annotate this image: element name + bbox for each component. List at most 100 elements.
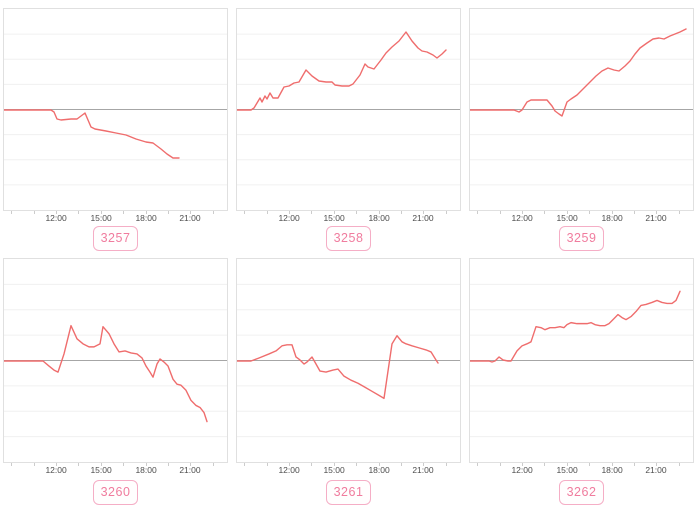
x-axis-label: 12:00 — [511, 465, 533, 475]
axis-tick — [77, 211, 79, 214]
x-axis-label: 18:00 — [135, 465, 157, 475]
x-axis-label: 21:00 — [179, 213, 201, 223]
x-axis-label: 21:00 — [645, 213, 667, 223]
axis-tick — [34, 211, 36, 214]
axis-tick — [77, 463, 79, 466]
x-axis: 12:00 15:00 18:00 21:00 — [236, 213, 461, 225]
axis-tick — [122, 211, 124, 214]
series-line — [4, 324, 208, 423]
axis-tick — [477, 463, 479, 466]
panel-title-clipped: ( , ) — [236, 0, 461, 4]
x-axis-label: 12:00 — [278, 213, 300, 223]
axis-tick — [400, 211, 402, 214]
axis-tick — [633, 211, 635, 214]
x-axis-label: 15:00 — [323, 213, 345, 223]
axis-tick — [500, 211, 502, 214]
axis-tick — [310, 211, 312, 214]
line-chart-panel[interactable] — [236, 8, 461, 211]
axis-tick — [422, 463, 424, 466]
line-chart-panel[interactable] — [3, 258, 228, 463]
chart-id-badge[interactable]: 3258 — [325, 226, 372, 251]
axis-tick — [355, 463, 357, 466]
x-axis: 12:00 15:00 18:00 21:00 — [3, 213, 228, 225]
panel-title-clipped: ( , ) — [3, 0, 228, 4]
axis-tick — [11, 463, 13, 466]
x-axis: 12:00 15:00 18:00 21:00 — [3, 465, 228, 477]
axis-tick — [11, 211, 13, 214]
x-axis-label: 15:00 — [556, 465, 578, 475]
panel-title-clipped: ( , ) — [469, 250, 694, 254]
line-chart-panel[interactable] — [3, 8, 228, 211]
x-axis-label: 12:00 — [45, 213, 67, 223]
chart-id-badge[interactable]: 3260 — [92, 480, 139, 505]
axis-tick — [244, 211, 246, 214]
chart-cell-3257: ( , ) 12:00 15:00 18:00 21:00 3257 — [3, 0, 228, 251]
axis-tick — [334, 211, 336, 214]
x-axis-label: 15:00 — [90, 465, 112, 475]
chart-cell-3261: ( , ) 12:00 15:00 18:00 21:00 3261 — [236, 250, 461, 507]
axis-tick — [289, 463, 291, 466]
axis-tick — [244, 463, 246, 466]
x-axis-label: 15:00 — [556, 213, 578, 223]
axis-tick — [355, 211, 357, 214]
x-axis-label: 21:00 — [412, 465, 434, 475]
axis-tick — [167, 211, 169, 214]
axis-tick — [267, 463, 269, 466]
axis-tick — [612, 211, 614, 214]
series-line — [470, 290, 681, 363]
badge-row: 3260 — [3, 480, 228, 505]
axis-tick — [379, 211, 381, 214]
series-line — [470, 28, 687, 117]
chart-cell-3259: ( , ) 12:00 15:00 18:00 21:00 3259 — [469, 0, 694, 251]
axis-tick — [567, 211, 569, 214]
axis-tick — [189, 463, 191, 466]
axis-tick — [655, 211, 657, 214]
line-chart-panel[interactable] — [236, 258, 461, 463]
series-line — [237, 31, 447, 111]
chart-id-badge[interactable]: 3257 — [92, 226, 139, 251]
chart-id-badge[interactable]: 3259 — [558, 226, 605, 251]
panel-title-clipped: ( , ) — [236, 250, 461, 254]
axis-tick — [56, 463, 58, 466]
axis-tick — [522, 211, 524, 214]
series-line — [4, 109, 180, 159]
x-axis-label: 15:00 — [90, 213, 112, 223]
chart-id-badge[interactable]: 3261 — [325, 480, 372, 505]
badge-row: 3259 — [469, 226, 694, 251]
axis-tick — [588, 211, 590, 214]
badge-row: 3262 — [469, 480, 694, 505]
axis-tick — [422, 211, 424, 214]
axis-tick — [678, 211, 680, 214]
x-axis-label: 21:00 — [179, 465, 201, 475]
line-chart-panel[interactable] — [469, 8, 694, 211]
badge-row: 3258 — [236, 226, 461, 251]
axis-tick — [400, 463, 402, 466]
x-axis-label: 12:00 — [511, 213, 533, 223]
axis-tick — [122, 463, 124, 466]
chart-cell-3260: ( , ) 12:00 15:00 18:00 21:00 3260 — [3, 250, 228, 507]
chart-cell-3262: ( , ) 12:00 15:00 18:00 21:00 3262 — [469, 250, 694, 507]
axis-tick — [101, 211, 103, 214]
badge-row: 3257 — [3, 226, 228, 251]
axis-tick — [101, 463, 103, 466]
axis-tick — [289, 211, 291, 214]
panel-title-clipped: ( , ) — [469, 0, 694, 4]
axis-tick — [379, 463, 381, 466]
x-axis-label: 12:00 — [278, 465, 300, 475]
axis-tick — [522, 463, 524, 466]
axis-tick — [543, 211, 545, 214]
x-axis-label: 12:00 — [45, 465, 67, 475]
x-axis-label: 15:00 — [323, 465, 345, 475]
axis-tick — [212, 463, 214, 466]
x-axis-label: 21:00 — [412, 213, 434, 223]
line-chart-panel[interactable] — [469, 258, 694, 463]
chart-cell-3258: ( , ) 12:00 15:00 18:00 21:00 3258 — [236, 0, 461, 251]
x-axis-label: 18:00 — [368, 213, 390, 223]
axis-tick — [500, 463, 502, 466]
series-line — [237, 335, 439, 400]
axis-tick — [34, 463, 36, 466]
axis-tick — [146, 463, 148, 466]
chart-id-badge[interactable]: 3262 — [558, 480, 605, 505]
axis-tick — [212, 211, 214, 214]
x-axis-label: 18:00 — [601, 213, 623, 223]
